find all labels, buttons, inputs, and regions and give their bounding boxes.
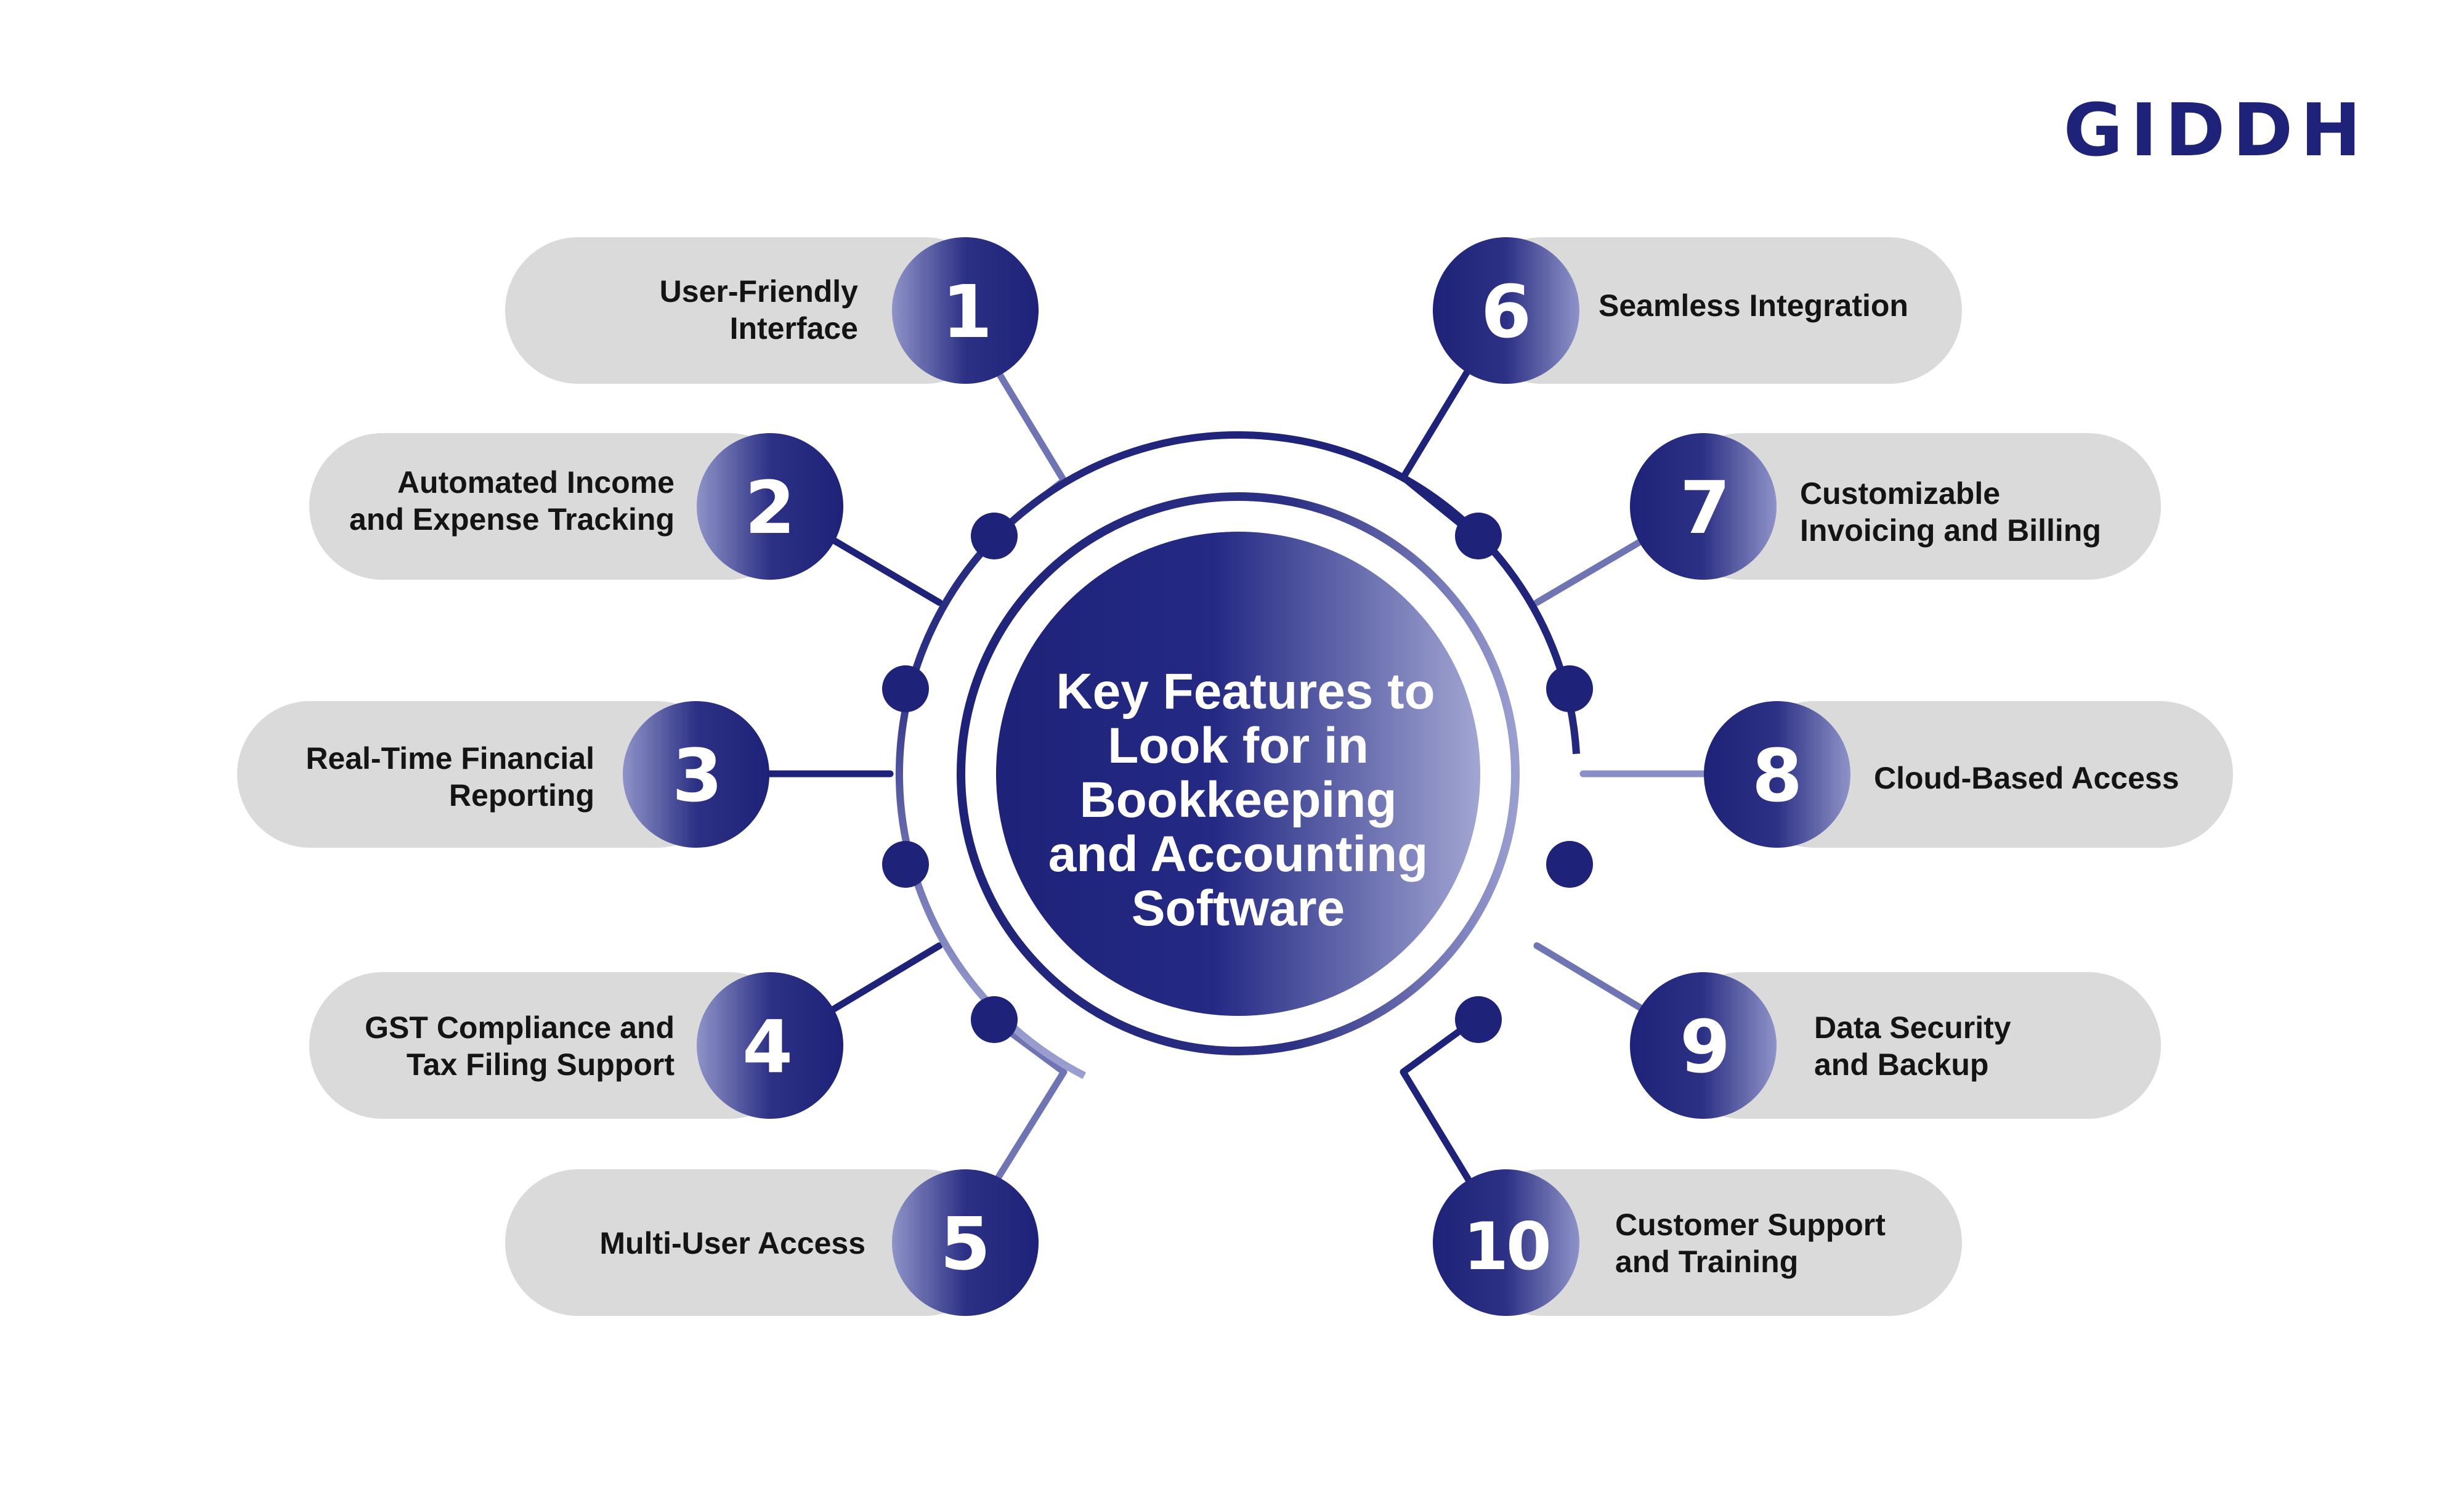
connector-4	[828, 942, 943, 1014]
title-line-2: Look for in	[1108, 718, 1369, 774]
feature-item-3: 3 Real-Time Financial Reporting	[237, 701, 769, 848]
connector-7	[1533, 535, 1648, 606]
feature-number-2: 2	[745, 465, 795, 550]
giddh-logo: GIDDH	[2064, 87, 2369, 173]
feature-number-7: 7	[1680, 465, 1730, 550]
center-title: Key Features to Look for in Bookkeeping …	[996, 532, 1480, 1016]
feature-label-9-line-1: Data Security	[1814, 1010, 2011, 1045]
connector-6	[1400, 360, 1479, 540]
feature-label-3-line-1: Real-Time Financial	[306, 741, 594, 776]
ring-dot	[971, 513, 1018, 559]
feature-label-2-line-2: and Expense Tracking	[349, 502, 675, 537]
feature-label-4-line-1: GST Compliance and	[365, 1010, 675, 1045]
feature-item-2: 2 Automated Income and Expense Tracking	[309, 433, 843, 580]
ring-dot	[971, 996, 1018, 1043]
feature-number-1: 1	[942, 269, 992, 354]
outer-ring	[896, 431, 1581, 1116]
feature-item-6: 6 Seamless Integration	[1433, 237, 1962, 384]
feature-item-4: 4 GST Compliance and Tax Filing Support	[309, 972, 843, 1119]
feature-label-7-line-1: Customizable	[1800, 476, 2000, 511]
feature-label-10-line-1: Customer Support	[1615, 1208, 1886, 1242]
feature-number-3: 3	[672, 733, 723, 818]
feature-item-10: 10 Customer Support and Training	[1433, 1169, 1962, 1316]
center-disc	[996, 532, 1480, 1016]
feature-item-5: 5 Multi-User Access	[505, 1169, 1039, 1316]
feature-item-9: 9 Data Security and Backup	[1630, 972, 2161, 1119]
ring-dot	[1455, 996, 1502, 1043]
ring-dot	[1546, 665, 1593, 712]
connector-2	[828, 535, 943, 606]
title-line-3: Bookkeeping	[1080, 772, 1397, 828]
feature-item-7: 7 Customizable Invoicing and Billing	[1630, 433, 2161, 580]
feature-label-5-line-1: Multi-User Access	[599, 1226, 865, 1260]
feature-label-4-line-2: Tax Filing Support	[407, 1047, 675, 1082]
feature-number-6: 6	[1481, 269, 1531, 354]
feature-label-1-line-2: Interface	[730, 311, 858, 346]
feature-item-8: 8 Cloud-Based Access	[1704, 701, 2233, 848]
feature-item-1: 1 User-Friendly Interface	[505, 237, 1039, 384]
feature-label-6-line-1: Seamless Integration	[1599, 288, 1908, 323]
connector-9	[1533, 942, 1648, 1014]
title-line-5: Software	[1132, 880, 1345, 936]
connector-10	[1400, 1016, 1479, 1190]
feature-label-10-line-2: and Training	[1615, 1244, 1798, 1279]
title-line-1: Key Features to	[1056, 664, 1435, 720]
ring-dot	[1546, 841, 1593, 888]
feature-label-7-line-2: Invoicing and Billing	[1800, 513, 2101, 548]
feature-number-4: 4	[742, 1004, 793, 1089]
feature-number-10: 10	[1463, 1209, 1549, 1285]
feature-label-2-line-1: Automated Income	[397, 465, 675, 500]
feature-number-5: 5	[940, 1201, 991, 1286]
feature-label-8-line-1: Cloud-Based Access	[1874, 761, 2179, 795]
feature-label-1-line-1: User-Friendly	[660, 274, 859, 309]
feature-label-9-line-2: and Backup	[1814, 1047, 1988, 1082]
feature-label-3-line-2: Reporting	[449, 778, 594, 813]
ring-dot	[882, 841, 929, 888]
feature-number-9: 9	[1680, 1004, 1730, 1089]
ring-dots	[882, 513, 1593, 1043]
ring-dot	[1455, 513, 1502, 559]
connector-5	[989, 1016, 1068, 1190]
ring-dot	[882, 665, 929, 712]
feature-number-8: 8	[1752, 733, 1802, 818]
title-line-4: and Accounting	[1048, 826, 1428, 882]
